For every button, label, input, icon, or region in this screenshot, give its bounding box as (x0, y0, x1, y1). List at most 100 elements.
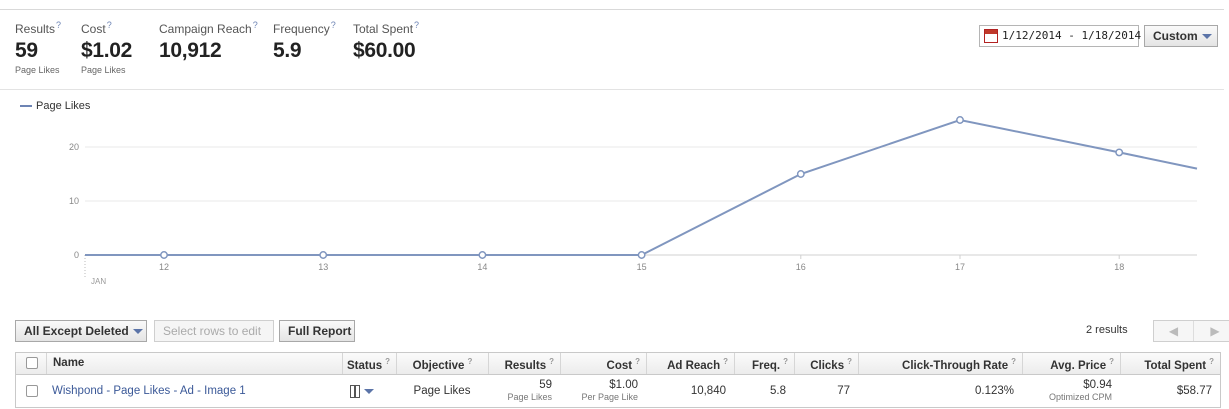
metric-label: Total Spent (353, 22, 414, 36)
range-custom-dropdown[interactable]: Custom (1144, 25, 1218, 47)
chevron-down-icon (1201, 34, 1212, 40)
metric-label: Results (15, 22, 56, 36)
status-dropdown[interactable] (350, 385, 374, 398)
clicks-cell: 77 (837, 385, 850, 397)
metric-sublabel: Page Likes (15, 65, 60, 75)
metric-campaign-reach: Campaign Reach? 10,912 (159, 20, 258, 63)
help-icon[interactable]: ? (1209, 357, 1214, 366)
x-tick-label: 17 (955, 262, 965, 272)
help-icon[interactable]: ? (1011, 357, 1016, 366)
avg-price-sublabel: Optimized CPM (1048, 392, 1112, 402)
edit-rows-button[interactable]: Select rows to edit (154, 320, 274, 342)
ctr-cell: 0.123% (974, 385, 1014, 397)
help-icon[interactable]: ? (467, 357, 473, 366)
x-tick-label: 18 (1114, 262, 1124, 272)
legend-swatch (20, 105, 32, 108)
metric-value: $1.02 (81, 39, 133, 62)
help-icon[interactable]: ? (1109, 357, 1114, 366)
filter-dropdown[interactable]: All Except Deleted (15, 320, 147, 342)
help-icon[interactable]: ? (252, 20, 258, 30)
x-tick-label: 16 (796, 262, 806, 272)
metric-sublabel: Page Likes (81, 65, 126, 75)
table-header: Name Status? Objective? Results? Cost? A… (16, 353, 1220, 375)
metric-value: 5.9 (273, 39, 302, 62)
data-point (637, 251, 646, 259)
metric-total-spent: Total Spent? $60.00 (353, 20, 419, 63)
y-tick-label: 0 (74, 250, 79, 260)
data-point (319, 251, 328, 259)
x-tick-label: 15 (637, 262, 647, 272)
col-status[interactable]: Status? (342, 353, 396, 374)
y-tick-label: 20 (69, 142, 79, 152)
metric-label: Campaign Reach (159, 22, 252, 36)
help-icon[interactable]: ? (783, 357, 788, 366)
x-tick-label: 13 (318, 262, 328, 272)
avg-price-cell: $0.94 (1083, 379, 1112, 391)
chart-legend: Page Likes (20, 100, 90, 112)
table-row[interactable]: Wishpond - Page Likes - Ad - Image 1 Pag… (16, 375, 1220, 407)
cost-sublabel: Per Page Like (581, 392, 638, 402)
x-month-label: JAN (91, 277, 106, 286)
ad-name-link[interactable]: Wishpond - Page Likes - Ad - Image 1 (52, 385, 246, 397)
data-point (478, 251, 487, 259)
pause-icon (350, 385, 360, 398)
help-icon[interactable]: ? (385, 357, 391, 366)
results-cell: 59 (539, 379, 552, 391)
col-clicks[interactable]: Clicks? (794, 353, 858, 374)
col-ctr[interactable]: Click-Through Rate? (858, 353, 1022, 374)
metric-cost: Cost? $1.02 Page Likes (81, 20, 132, 75)
x-tick-label: 12 (159, 262, 169, 272)
metric-label: Cost (81, 22, 106, 36)
help-icon[interactable]: ? (106, 20, 112, 30)
metric-value: 10,912 (159, 39, 222, 62)
next-page-icon[interactable]: ▶ (1210, 324, 1220, 338)
data-point (160, 251, 168, 259)
calendar-icon[interactable] (984, 29, 998, 43)
series-line-page-likes (85, 118, 1198, 256)
data-point (956, 116, 964, 124)
help-icon[interactable]: ? (56, 20, 62, 30)
total-spent-cell: $58.77 (1176, 385, 1212, 397)
x-tick-label: 14 (477, 262, 487, 272)
pagination: ◀ ▶ (1153, 320, 1229, 342)
col-freq[interactable]: Freq.? (734, 353, 794, 374)
y-tick-label: 10 (69, 196, 79, 206)
results-count: 2 results (1086, 324, 1128, 336)
top-divider (0, 9, 1224, 10)
chart-divider (0, 89, 1224, 90)
ads-table: Name Status? Objective? Results? Cost? A… (15, 352, 1221, 408)
table-toolbar: All Except Deleted Select rows to edit F… (15, 320, 1229, 342)
metric-value: $60.00 (353, 39, 416, 62)
results-sublabel: Page Likes (507, 392, 552, 402)
prev-page-icon[interactable]: ◀ (1154, 321, 1194, 341)
col-ad-reach[interactable]: Ad Reach? (646, 353, 734, 374)
metric-frequency: Frequency? 5.9 (273, 20, 336, 63)
col-objective[interactable]: Objective? (396, 353, 488, 374)
col-results[interactable]: Results? (488, 353, 560, 374)
page-likes-chart: 0 10 20 12 13 14 15 16 17 18 JAN (69, 116, 1198, 286)
metric-results: Results? 59 Page Likes (15, 20, 61, 75)
col-cost[interactable]: Cost? (560, 353, 646, 374)
range-custom-label: Custom (1153, 29, 1198, 43)
help-icon[interactable]: ? (549, 357, 554, 366)
legend-label: Page Likes (36, 100, 91, 112)
help-icon[interactable]: ? (847, 357, 852, 366)
col-name[interactable]: Name (46, 353, 342, 374)
cost-cell: $1.00 (609, 379, 638, 391)
metric-value: 59 (15, 39, 38, 62)
objective-cell: Page Likes (413, 385, 471, 397)
help-icon[interactable]: ? (723, 357, 728, 366)
chevron-down-icon (364, 388, 374, 394)
col-avg-price[interactable]: Avg. Price? (1022, 353, 1120, 374)
col-total-spent[interactable]: Total Spent? (1120, 353, 1220, 374)
metric-label: Frequency (273, 22, 330, 36)
select-all-checkbox[interactable] (26, 357, 38, 369)
help-icon[interactable]: ? (330, 20, 336, 30)
date-range-picker[interactable]: 1/12/2014 - 1/18/2014 (979, 25, 1142, 47)
row-checkbox[interactable] (26, 385, 38, 397)
date-range-text: 1/12/2014 - 1/18/2014 (1002, 29, 1142, 42)
help-icon[interactable]: ? (635, 357, 640, 366)
chevron-down-icon (132, 329, 143, 335)
help-icon[interactable]: ? (414, 20, 420, 30)
full-report-button[interactable]: Full Report (279, 320, 355, 342)
